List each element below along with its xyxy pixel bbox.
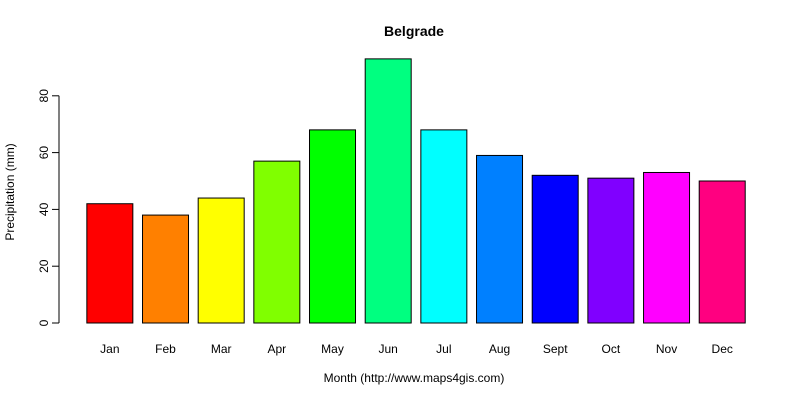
x-tick-label: Apr [267, 342, 286, 356]
x-tick-label: Jul [436, 342, 451, 356]
bar-feb [142, 214, 190, 324]
x-tick-label: Oct [602, 342, 621, 356]
bar-jan [86, 203, 134, 324]
x-tick-label: Mar [211, 342, 232, 356]
bars [86, 58, 746, 324]
bar-dec [698, 180, 746, 324]
y-tick-label: 20 [37, 259, 51, 273]
bar-nov [643, 171, 691, 324]
y-axis: 0 20 40 60 80 [37, 89, 60, 326]
bar-apr [253, 160, 301, 324]
x-tick-label: Nov [656, 342, 677, 356]
y-tick-label: 0 [37, 319, 51, 326]
x-axis-label: Month (http://www.maps4gis.com) [324, 371, 505, 385]
y-tick-label: 60 [37, 146, 51, 160]
y-axis-label: Precipitation (mm) [3, 143, 17, 240]
x-tick-label: Feb [155, 342, 176, 356]
bar-sept [531, 174, 579, 324]
x-tick-label: Jun [379, 342, 398, 356]
bar-jun [364, 58, 412, 324]
y-tick-label: 80 [37, 89, 51, 103]
bar-mar [197, 197, 245, 324]
y-tick-label: 40 [37, 202, 51, 216]
x-tick-labels: Jan Feb Mar Apr May Jun Jul Aug Sept Oct Nov Dec [100, 342, 733, 356]
chart-title: Belgrade [384, 23, 444, 39]
x-tick-label: Jan [100, 342, 119, 356]
bar-oct [587, 177, 635, 324]
x-tick-label: May [321, 342, 344, 356]
x-tick-label: Aug [489, 342, 510, 356]
x-tick-label: Sept [543, 342, 568, 356]
x-tick-label: Dec [712, 342, 733, 356]
bar-jul [420, 129, 468, 324]
bar-may [309, 129, 357, 324]
bar-aug [476, 154, 524, 324]
